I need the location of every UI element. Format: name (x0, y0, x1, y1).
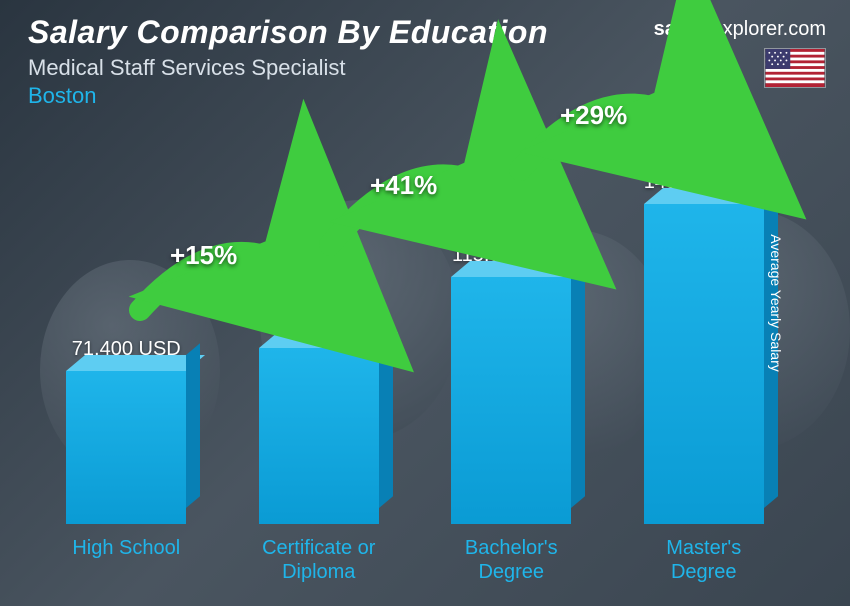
bar-group: 71,400 USDHigh School (41, 338, 211, 584)
flag-icon (764, 48, 826, 88)
bar-front-face (644, 204, 764, 524)
brand-suffix: .com (783, 18, 826, 40)
bar-top-face (66, 355, 205, 371)
increase-badge: +15% (170, 240, 237, 271)
bar-group: 82,100 USDCertificate orDiploma (234, 315, 404, 584)
brand-light: explorer (712, 18, 783, 40)
bar-group: 115,000 USDBachelor'sDegree (426, 244, 596, 584)
bar-label: Certificate orDiploma (262, 536, 375, 584)
bar-front-face (259, 348, 379, 524)
chart-subtitle: Medical Staff Services Specialist (28, 55, 830, 81)
bar-front-face (451, 277, 571, 524)
bar-label: Master'sDegree (666, 536, 741, 584)
brand-bold: salary (654, 18, 712, 40)
bar-label: Bachelor'sDegree (465, 536, 558, 584)
y-axis-label: Average Yearly Salary (767, 234, 783, 372)
bar (644, 204, 764, 524)
bar-side-face (186, 343, 200, 508)
bar-label: High School (72, 536, 180, 584)
bar-side-face (379, 320, 393, 508)
bar-group: 149,000 USDMaster'sDegree (619, 171, 789, 584)
bar-side-face (571, 249, 585, 508)
increase-badge: +41% (370, 170, 437, 201)
bar-front-face (66, 371, 186, 524)
bar (259, 348, 379, 524)
increase-badge: +29% (560, 100, 627, 131)
brand-logo: salaryexplorer.com (654, 18, 826, 41)
bar (451, 277, 571, 524)
bar (66, 371, 186, 524)
